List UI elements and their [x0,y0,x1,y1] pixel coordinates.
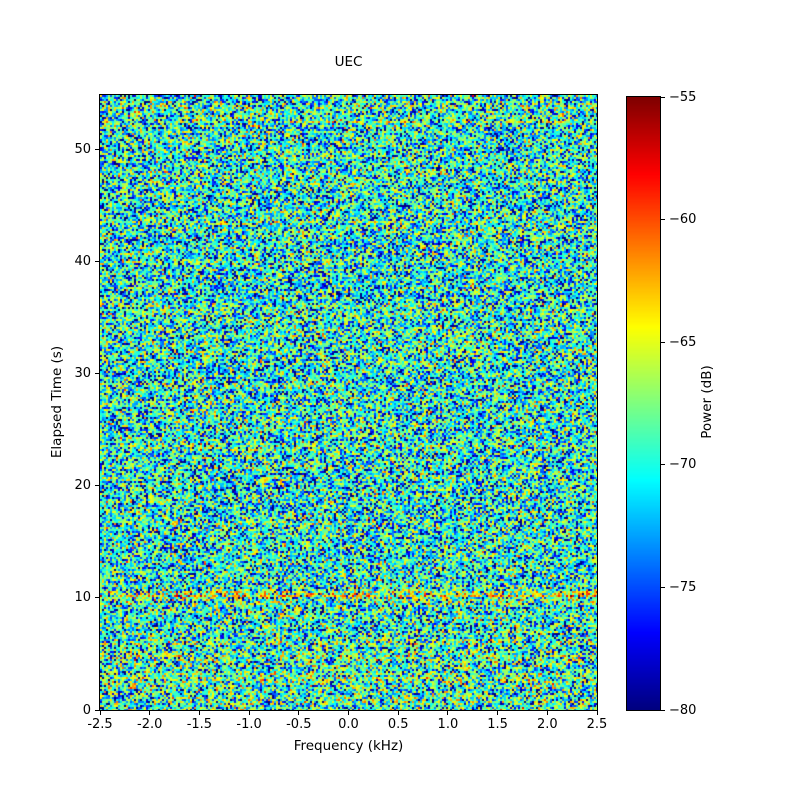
plot-frame [99,94,598,711]
colorbar-tick-label: −65 [669,334,697,350]
x-tick-label: -1.5 [186,717,213,732]
colorbar-tick-label: −60 [669,212,697,228]
colorbar-tick-mark [661,96,665,98]
colorbar-tick-label: −70 [669,457,697,473]
spectrogram-heatmap [100,95,597,710]
x-tick-mark [348,711,349,715]
colorbar-tick-label: −75 [669,579,697,595]
y-tick-mark [95,373,99,375]
y-tick-mark [95,709,99,711]
colorbar-tick-mark [661,586,665,588]
chart-title: UEC [334,54,363,70]
colorbar-tick-label: −55 [669,89,697,105]
colorbar-tick-mark [661,464,665,466]
x-tick-mark [497,711,499,715]
x-tick-mark [298,711,300,715]
x-tick-mark [397,711,399,715]
x-tick-label: 2.0 [536,717,558,732]
y-tick-label: 30 [74,366,91,382]
y-tick-label: 10 [74,590,91,606]
colorbar [627,97,660,710]
colorbar-tick-label: −80 [669,702,697,718]
y-tick-label: 20 [74,478,91,494]
x-tick-mark [149,711,151,715]
x-tick-mark [596,711,598,715]
y-tick-label: 0 [82,702,91,718]
x-tick-label: 0.0 [338,717,359,732]
x-tick-mark [198,711,200,715]
x-tick-label: 1.5 [487,717,508,732]
x-tick-mark [447,711,449,715]
x-tick-mark [546,711,548,715]
y-tick-label: 40 [74,254,91,269]
x-tick-mark [248,711,250,715]
y-tick-mark [95,485,99,487]
colorbar-tick-mark [661,709,665,711]
x-tick-label: 1.0 [437,717,459,732]
x-tick-label: -0.5 [286,717,312,732]
x-tick-label: 0.5 [387,717,409,732]
y-tick-mark [95,261,99,262]
x-axis-label: Frequency (kHz) [293,738,404,754]
y-tick-label: 50 [74,141,91,157]
y-axis-label: Elapsed Time (s) [49,345,65,459]
x-tick-mark [99,711,101,715]
y-tick-mark [95,597,99,599]
colorbar-label: Power (dB) [699,365,715,439]
x-tick-label: -2.0 [137,717,163,732]
y-tick-mark [95,148,99,150]
x-tick-label: 2.5 [586,717,608,732]
colorbar-frame [626,96,661,711]
x-tick-label: -2.5 [87,717,113,732]
colorbar-tick-mark [661,341,665,343]
x-tick-label: -1.0 [236,717,262,732]
colorbar-tick-mark [661,219,665,221]
